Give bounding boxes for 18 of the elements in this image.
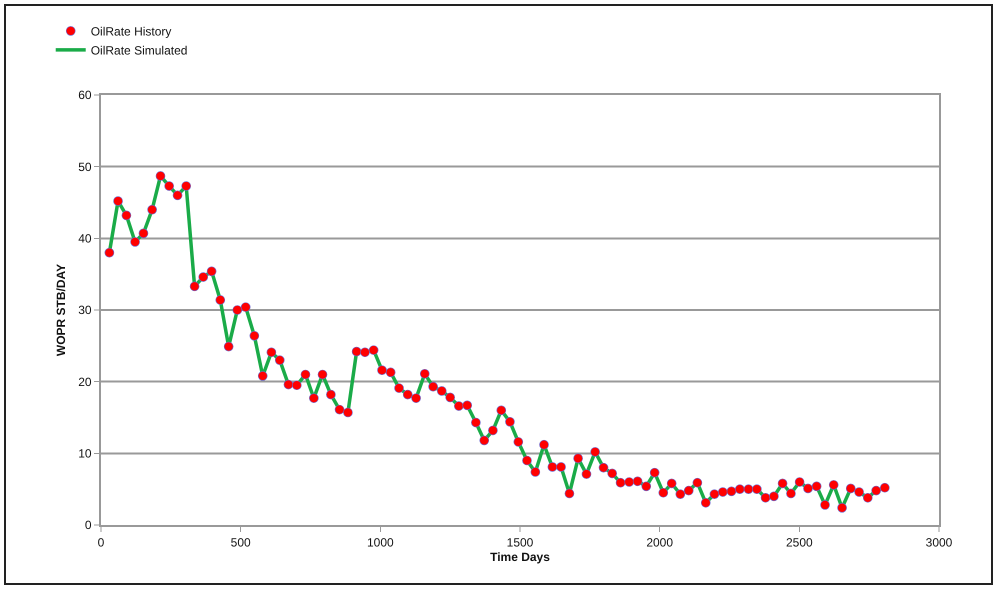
y-tick-label: 0 [84,518,92,532]
x-tick-label: 3000 [926,535,953,550]
x-tick-label: 0 [98,535,105,550]
y-tick-label: 10 [78,446,92,461]
legend-label: OilRate Simulated [90,44,188,58]
x-tick-label: 1000 [366,535,394,550]
x-tick-label: 2500 [786,535,813,550]
y-tick-label: 50 [78,160,92,174]
x-tick-label: 500 [230,535,251,550]
x-axis-title: Time Days [490,550,550,564]
y-tick-label: 30 [78,303,92,318]
x-tick-label: 2000 [646,535,674,550]
x-tick-label: 1500 [506,535,534,550]
y-tick-label: 40 [78,232,92,246]
legend-label: OilRate History [90,24,172,39]
y-tick-label: 20 [78,374,92,389]
y-axis-title: WOPR STB/DAY [54,264,68,356]
y-tick-label: 60 [78,88,92,102]
